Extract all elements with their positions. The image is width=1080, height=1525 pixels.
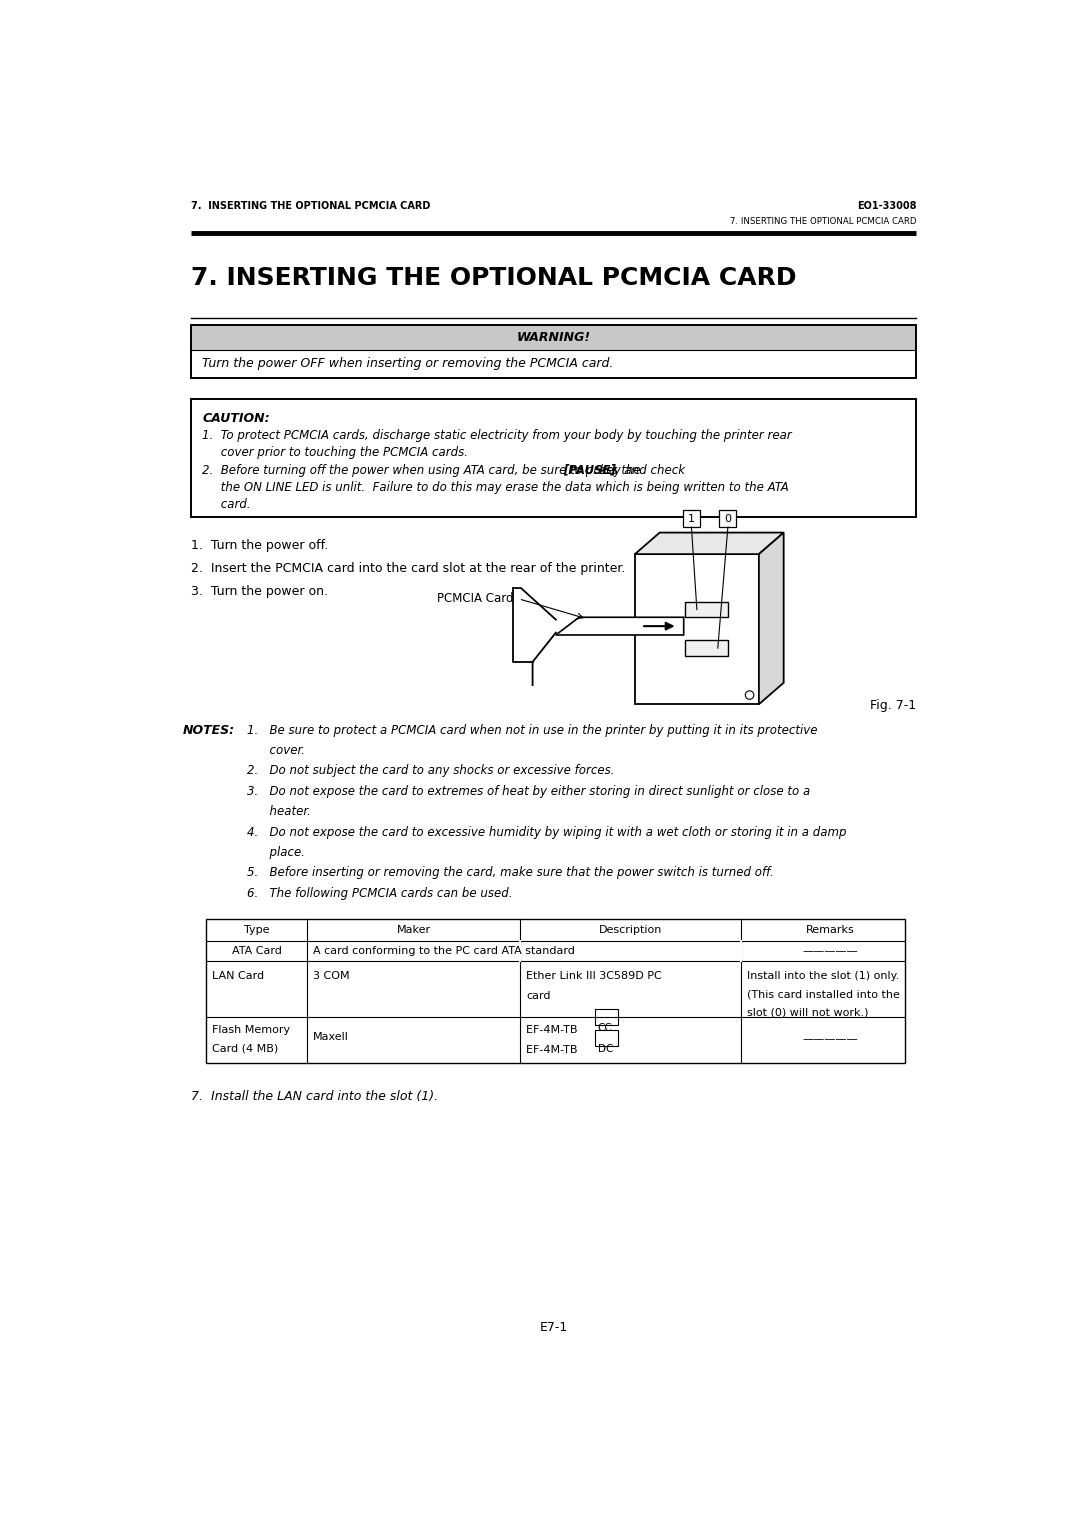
Text: 6.   The following PCMCIA cards can be used.: 6. The following PCMCIA cards can be use… bbox=[246, 886, 512, 900]
Text: 7.  Install the LAN card into the slot (1).: 7. Install the LAN card into the slot (1… bbox=[191, 1090, 437, 1103]
Text: 1.  To protect PCMCIA cards, discharge static electricity from your body by touc: 1. To protect PCMCIA cards, discharge st… bbox=[202, 429, 792, 442]
FancyBboxPatch shape bbox=[719, 511, 737, 528]
Text: 5.   Before inserting or removing the card, make sure that the power switch is t: 5. Before inserting or removing the card… bbox=[246, 866, 773, 880]
Text: EF-4M-TB: EF-4M-TB bbox=[526, 1046, 581, 1055]
Text: heater.: heater. bbox=[246, 805, 310, 817]
FancyBboxPatch shape bbox=[595, 1029, 618, 1046]
Text: [PAUSE]: [PAUSE] bbox=[563, 464, 616, 477]
Text: 2.  Before turning off the power when using ATA card, be sure to press the: 2. Before turning off the power when usi… bbox=[202, 464, 645, 477]
Text: Remarks: Remarks bbox=[806, 926, 854, 935]
Text: 3.  Turn the power on.: 3. Turn the power on. bbox=[191, 586, 328, 598]
Text: card.: card. bbox=[202, 499, 251, 511]
Text: Maker: Maker bbox=[396, 926, 431, 935]
Text: Ether Link III 3C589D PC: Ether Link III 3C589D PC bbox=[526, 971, 662, 981]
Text: Description: Description bbox=[599, 926, 662, 935]
Text: E7-1: E7-1 bbox=[539, 1321, 568, 1334]
Text: key and check: key and check bbox=[596, 464, 686, 477]
Bar bbox=[635, 554, 759, 705]
Polygon shape bbox=[556, 618, 684, 634]
Text: Card (4 MB): Card (4 MB) bbox=[213, 1043, 279, 1054]
Text: 0: 0 bbox=[725, 514, 731, 523]
Text: 1: 1 bbox=[688, 514, 694, 523]
Text: Flash Memory: Flash Memory bbox=[213, 1025, 291, 1034]
FancyBboxPatch shape bbox=[595, 1010, 618, 1025]
Text: Install into the slot (1) only.: Install into the slot (1) only. bbox=[747, 971, 900, 981]
FancyBboxPatch shape bbox=[683, 511, 700, 528]
Polygon shape bbox=[635, 532, 784, 554]
Text: slot (0) will not work.): slot (0) will not work.) bbox=[747, 1008, 868, 1017]
FancyBboxPatch shape bbox=[191, 400, 916, 517]
Text: place.: place. bbox=[246, 846, 305, 859]
Text: cover.: cover. bbox=[246, 744, 305, 756]
FancyBboxPatch shape bbox=[191, 351, 916, 378]
Bar bbox=[206, 918, 905, 1063]
Text: 7.  INSERTING THE OPTIONAL PCMCIA CARD: 7. INSERTING THE OPTIONAL PCMCIA CARD bbox=[191, 201, 430, 210]
Text: —————: ————— bbox=[802, 1034, 858, 1043]
Text: DC: DC bbox=[597, 1043, 613, 1054]
Text: CAUTION:: CAUTION: bbox=[202, 412, 270, 424]
Text: (This card installed into the: (This card installed into the bbox=[747, 990, 900, 999]
Text: PCMCIA Card: PCMCIA Card bbox=[437, 592, 514, 605]
Circle shape bbox=[745, 691, 754, 700]
Text: 1.  Turn the power off.: 1. Turn the power off. bbox=[191, 538, 328, 552]
Text: 7. INSERTING THE OPTIONAL PCMCIA CARD: 7. INSERTING THE OPTIONAL PCMCIA CARD bbox=[730, 217, 916, 226]
Text: the ON LINE LED is unlit.  Failure to do this may erase the data which is being : the ON LINE LED is unlit. Failure to do … bbox=[202, 480, 789, 494]
Text: 3 COM: 3 COM bbox=[313, 971, 350, 981]
Text: NOTES:: NOTES: bbox=[183, 723, 235, 737]
Text: LAN Card: LAN Card bbox=[213, 971, 265, 981]
Text: EF-4M-TB: EF-4M-TB bbox=[526, 1025, 581, 1034]
Text: CC: CC bbox=[597, 1023, 612, 1032]
Text: WARNING!: WARNING! bbox=[516, 331, 591, 345]
Text: 2.   Do not subject the card to any shocks or excessive forces.: 2. Do not subject the card to any shocks… bbox=[246, 764, 615, 778]
Text: 2.  Insert the PCMCIA card into the card slot at the rear of the printer.: 2. Insert the PCMCIA card into the card … bbox=[191, 561, 625, 575]
Text: Turn the power OFF when inserting or removing the PCMCIA card.: Turn the power OFF when inserting or rem… bbox=[202, 357, 613, 371]
Bar bbox=[685, 602, 728, 618]
Bar bbox=[685, 640, 728, 656]
Text: EO1-33008: EO1-33008 bbox=[856, 201, 916, 210]
Text: ATA Card: ATA Card bbox=[232, 947, 282, 956]
Text: Type: Type bbox=[244, 926, 269, 935]
Text: 7. INSERTING THE OPTIONAL PCMCIA CARD: 7. INSERTING THE OPTIONAL PCMCIA CARD bbox=[191, 267, 796, 290]
Text: 4.   Do not expose the card to excessive humidity by wiping it with a wet cloth : 4. Do not expose the card to excessive h… bbox=[246, 825, 846, 839]
Text: card: card bbox=[526, 991, 551, 1000]
Text: 3.   Do not expose the card to extremes of heat by either storing in direct sunl: 3. Do not expose the card to extremes of… bbox=[246, 785, 810, 798]
Text: cover prior to touching the PCMCIA cards.: cover prior to touching the PCMCIA cards… bbox=[202, 447, 469, 459]
Text: 1.   Be sure to protect a PCMCIA card when not in use in the printer by putting : 1. Be sure to protect a PCMCIA card when… bbox=[246, 723, 818, 737]
Polygon shape bbox=[759, 532, 784, 705]
Text: A card conforming to the PC card ATA standard: A card conforming to the PC card ATA sta… bbox=[313, 947, 576, 956]
Text: Fig. 7-1: Fig. 7-1 bbox=[870, 698, 916, 712]
FancyBboxPatch shape bbox=[191, 325, 916, 351]
Text: Maxell: Maxell bbox=[313, 1032, 349, 1042]
Text: —————: ————— bbox=[802, 947, 858, 956]
